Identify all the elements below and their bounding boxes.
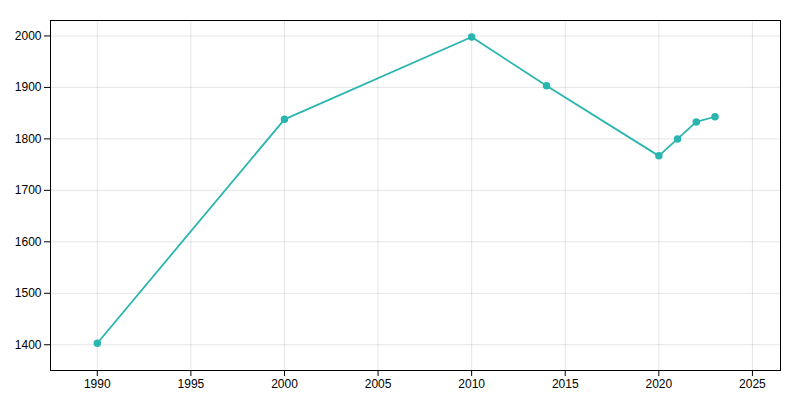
svg-text:2010: 2010 bbox=[458, 377, 485, 391]
svg-text:2005: 2005 bbox=[365, 377, 392, 391]
svg-text:1995: 1995 bbox=[178, 377, 205, 391]
svg-text:2025: 2025 bbox=[739, 377, 766, 391]
svg-text:1990: 1990 bbox=[84, 377, 111, 391]
svg-text:2015: 2015 bbox=[552, 377, 579, 391]
svg-text:2000: 2000 bbox=[271, 377, 298, 391]
svg-text:1800: 1800 bbox=[15, 132, 42, 146]
svg-text:1500: 1500 bbox=[15, 286, 42, 300]
svg-text:1400: 1400 bbox=[15, 338, 42, 352]
svg-text:1700: 1700 bbox=[15, 183, 42, 197]
svg-text:1600: 1600 bbox=[15, 235, 42, 249]
svg-text:2020: 2020 bbox=[645, 377, 672, 391]
svg-text:2000: 2000 bbox=[15, 29, 42, 43]
svg-text:1900: 1900 bbox=[15, 80, 42, 94]
